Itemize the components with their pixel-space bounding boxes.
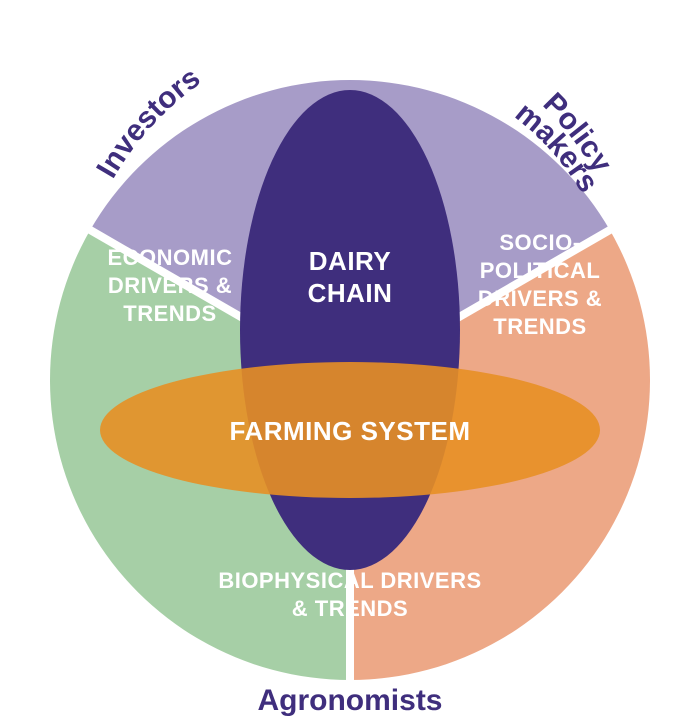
diagram-canvas: ECONOMICDRIVERS &TRENDSSOCIO-POLITICALDR… [0,0,700,718]
farming-system-label: FARMING SYSTEM [229,416,470,446]
sector-label-economic: ECONOMICDRIVERS &TRENDS [108,245,233,326]
outer-label-agronomists: Agronomists [257,684,442,717]
